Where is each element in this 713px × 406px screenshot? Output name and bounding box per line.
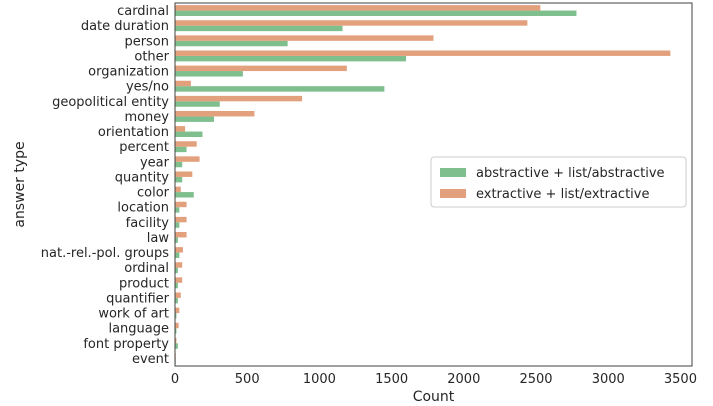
- x-tick-label-1000: 1000: [303, 372, 336, 387]
- bar-organization-extractive: [175, 65, 347, 72]
- category-label-nat-rel-pol-groups: nat.-rel.-pol. groups: [41, 246, 169, 261]
- x-tick-label-3000: 3000: [592, 372, 625, 387]
- bar-ordinal-extractive: [175, 262, 183, 268]
- bar-color-abstractive: [175, 192, 194, 198]
- bar-work-of-art-extractive: [175, 307, 180, 314]
- bar-nat-rel-pol-groups-abstractive: [175, 252, 180, 259]
- legend-swatch-extractive: [440, 189, 466, 198]
- bar-orientation-abstractive: [175, 131, 203, 138]
- bar-color-extractive: [175, 186, 181, 193]
- bar-language-extractive: [175, 322, 179, 329]
- bar-organization-abstractive: [175, 71, 243, 77]
- x-axis-ticks: 0 500 1000 1500 2000 2500 3000 3500: [171, 372, 697, 387]
- bar-percent-extractive: [175, 141, 197, 147]
- category-label-person: person: [124, 34, 169, 49]
- plot-frame: [174, 2, 693, 367]
- bar-location-extractive: [175, 201, 187, 208]
- bar-quantity-extractive: [175, 171, 193, 177]
- bar-facility-abstractive: [175, 222, 180, 228]
- category-label-cardinal: cardinal: [117, 4, 169, 19]
- bar-yes-no-abstractive: [175, 86, 385, 92]
- category-label-quantity: quantity: [115, 170, 170, 185]
- bar-quantifier-abstractive: [175, 297, 178, 304]
- category-label-percent: percent: [119, 140, 169, 155]
- category-label-organization: organization: [88, 65, 169, 80]
- bar-work-of-art-abstractive: [175, 313, 177, 319]
- bar-year-abstractive: [175, 161, 183, 168]
- category-label-facility: facility: [126, 216, 170, 231]
- bar-language-abstractive: [175, 328, 177, 334]
- bar-nat-rel-pol-groups-extractive: [175, 247, 183, 253]
- x-tick-label-2500: 2500: [519, 372, 552, 387]
- category-label-ordinal: ordinal: [124, 261, 169, 276]
- category-label-other: other: [134, 49, 169, 64]
- bar-yes-no-extractive: [175, 80, 191, 87]
- bar-font-property-extractive: [175, 337, 177, 344]
- x-tick-label-1500: 1500: [375, 372, 408, 387]
- bar-date-duration-abstractive: [175, 25, 343, 32]
- bar-quantifier-extractive: [175, 292, 181, 298]
- category-label-location: location: [117, 201, 169, 216]
- bar-date-duration-extractive: [175, 20, 528, 26]
- x-tick-label-0: 0: [171, 372, 179, 387]
- x-tick-label-2000: 2000: [447, 372, 480, 387]
- bar-orientation-extractive: [175, 126, 186, 132]
- category-label-font-property: font property: [83, 337, 169, 352]
- legend-swatch-abstractive: [440, 168, 466, 177]
- bar-font-property-abstractive: [175, 343, 178, 349]
- bar-quantity-abstractive: [175, 176, 183, 183]
- bar-law-abstractive: [175, 237, 178, 243]
- category-label-year: year: [140, 155, 170, 170]
- x-axis-title: Count: [413, 389, 455, 405]
- bar-person-abstractive: [175, 40, 288, 47]
- bar-person-extractive: [175, 35, 434, 41]
- bar-geopolitical-entity-extractive: [175, 95, 303, 102]
- bars-layer: [175, 5, 671, 364]
- category-label-law: law: [147, 231, 170, 246]
- bar-location-abstractive: [175, 207, 180, 213]
- category-label-date-duration: date duration: [81, 19, 169, 34]
- category-label-event: event: [132, 352, 169, 367]
- x-tick-label-3500: 3500: [664, 372, 697, 387]
- category-label-geopolitical-entity: geopolitical entity: [52, 95, 169, 110]
- bar-year-extractive: [175, 156, 200, 162]
- legend-label-abstractive: abstractive + list/abstractive: [476, 166, 665, 181]
- category-label-orientation: orientation: [98, 125, 169, 140]
- legend-label-extractive: extractive + list/extractive: [476, 187, 649, 202]
- category-label-product: product: [119, 276, 169, 291]
- bar-geopolitical-entity-abstractive: [175, 101, 220, 107]
- category-label-money: money: [124, 110, 169, 125]
- bar-other-extractive: [175, 50, 671, 56]
- category-label-work-of-art: work of art: [98, 307, 169, 322]
- category-label-color: color: [137, 186, 170, 201]
- legend: abstractive + list/abstractive extractiv…: [430, 156, 687, 208]
- bar-product-extractive: [175, 277, 183, 283]
- category-label-language: language: [108, 322, 169, 337]
- y-axis-title: answer type: [12, 141, 28, 227]
- x-tick-label-500: 500: [235, 372, 260, 387]
- bar-money-extractive: [175, 110, 255, 117]
- bar-cardinal-extractive: [175, 5, 541, 11]
- bar-money-abstractive: [175, 116, 214, 122]
- category-label-yes-no: yes/no: [126, 80, 169, 95]
- bar-cardinal-abstractive: [175, 10, 577, 17]
- legend-box: [430, 156, 687, 208]
- bar-facility-extractive: [175, 216, 187, 223]
- bar-product-abstractive: [175, 282, 178, 289]
- bar-percent-abstractive: [175, 146, 187, 153]
- bar-law-extractive: [175, 231, 187, 238]
- category-label-quantifier: quantifier: [106, 291, 170, 306]
- bar-other-abstractive: [175, 55, 407, 62]
- bar-ordinal-abstractive: [175, 267, 178, 274]
